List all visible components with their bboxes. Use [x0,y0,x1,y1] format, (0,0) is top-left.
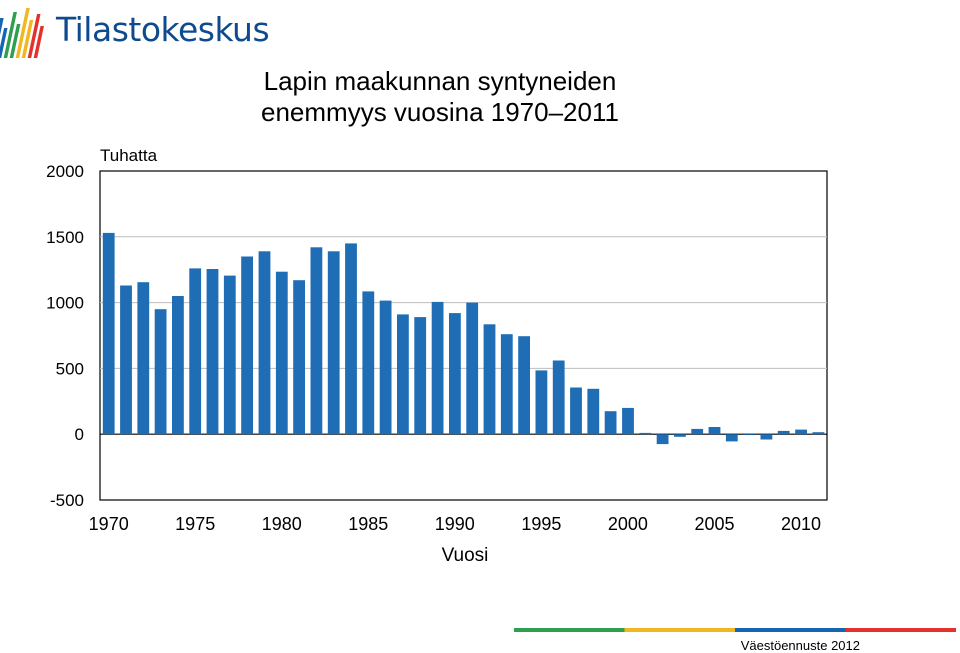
x-tick-label: 2010 [781,514,821,534]
bar-1994 [518,336,530,435]
logo-bar [0,18,4,58]
x-tick-label: 1995 [521,514,561,534]
bar-1980 [275,271,288,435]
bar-1995 [535,370,548,435]
bar-1983 [327,251,340,435]
y-tick-label: 2000 [46,162,84,181]
x-tick-label: 2000 [608,514,648,534]
x-tick-label: 1975 [175,514,215,534]
logo-bar [3,12,17,58]
bar-2011 [812,432,825,435]
bar-2006 [725,434,738,442]
logo-bar [0,28,8,58]
bar-1984 [345,243,357,435]
bar-1978 [241,256,253,435]
bar-1985 [362,291,375,435]
bar-2007 [743,434,755,435]
x-tick-label: 1970 [89,514,129,534]
bar-1979 [258,251,271,435]
bar-1989 [431,301,444,435]
bar-chart: 2000 1500 1000 500 0 -500 1970 1975 1980 1985 1990… [46,162,828,534]
bar-2009 [777,430,790,435]
x-tick-label: 1990 [435,514,475,534]
x-tick-label: 2005 [694,514,734,534]
bar-1993 [500,334,513,435]
logo-text: Tilastokeskus [56,10,270,49]
bar-1999 [604,411,617,435]
bar-2005 [708,427,721,435]
y-axis-label: Tuhatta [100,146,158,165]
y-tick-label: 1500 [46,228,84,247]
y-tick-label: 1000 [46,294,84,313]
bar-1996 [552,360,565,435]
logo-bar [9,24,21,58]
tilastokeskus-logo: Tilastokeskus [0,0,270,64]
bar-1981 [293,280,305,435]
tilastokeskus-logo-icon [0,8,44,58]
bar-1976 [206,269,219,435]
bar-1974 [172,296,184,435]
bar-1988 [414,317,427,435]
footer-segment [624,628,735,632]
bar-1987 [397,314,409,435]
y-tick-label: 0 [75,425,84,444]
chart-title: Lapin maakunnan syntyneiden enemmyys vuo… [190,66,690,128]
bar-2004 [691,428,704,435]
bar-1970 [102,232,115,435]
footer-segment [845,628,956,632]
bar-2000 [622,407,634,435]
bar-1975 [189,268,202,435]
source-label: Väestöennuste 2012 [740,638,860,653]
bar-1977 [223,275,236,435]
bar-1972 [137,282,150,435]
bar-1971 [120,285,132,435]
footer-color-bar [514,628,956,632]
bar-2008 [760,434,773,440]
logo-bar [27,14,41,58]
bar-2010 [795,429,807,435]
y-tick-label: -500 [50,491,84,510]
bar-2003 [674,434,686,437]
plot-area [99,170,828,501]
bar-2002 [656,434,669,445]
chart-title-line-2: enemmyys vuosina 1970–2011 [261,97,619,127]
bar-1973 [154,309,167,435]
bar-1998 [587,388,600,435]
bar-1991 [466,302,479,435]
bar-1986 [379,300,392,435]
bar-2001 [639,432,652,435]
footer-segment [735,628,846,632]
chart-title-line-1: Lapin maakunnan syntyneiden [263,66,617,96]
logo-bar [15,8,30,58]
bar-1982 [310,247,323,435]
logo-bar [21,20,34,58]
bar-1990 [449,313,461,435]
footer-segment [514,628,625,632]
x-tick-label: 1985 [348,514,388,534]
y-tick-label: 500 [56,359,84,378]
bar-1997 [570,387,582,435]
x-axis-label: Vuosi [441,545,489,566]
logo-bar [33,26,44,58]
x-tick-label: 1980 [262,514,302,534]
bar-1992 [483,324,496,435]
